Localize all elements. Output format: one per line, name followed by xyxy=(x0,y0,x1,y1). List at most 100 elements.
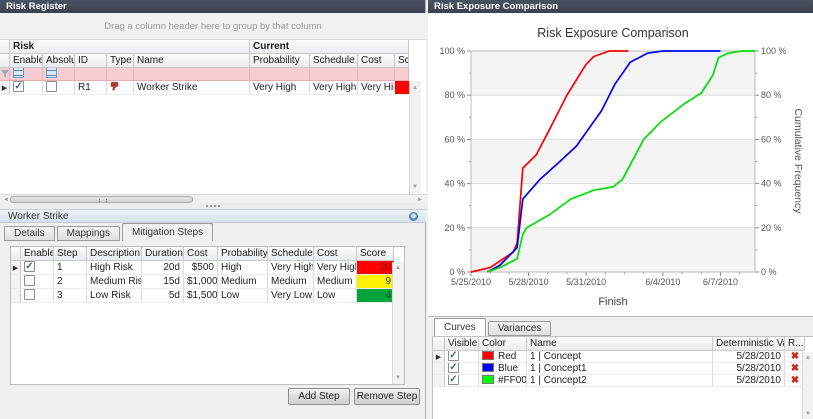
col-header-name[interactable]: Name xyxy=(527,337,713,351)
step-duration-cell[interactable]: 5d xyxy=(142,289,184,303)
col-header-remove[interactable]: R... xyxy=(785,337,805,351)
filter-cell-score[interactable] xyxy=(395,68,409,81)
scroll-up-arrow[interactable]: ▲ xyxy=(393,264,403,272)
curve-row-green[interactable]: ✓ #FF00FF00 1 | Concept2 5/28/2010 ✖ xyxy=(433,375,813,387)
filter-cell-id[interactable] xyxy=(75,68,107,81)
step-probability-cell[interactable]: High xyxy=(218,261,268,275)
step-cost-cell[interactable]: $500 xyxy=(184,261,218,275)
col-header-probability[interactable]: Probability xyxy=(250,54,310,68)
delete-icon[interactable]: ✖ xyxy=(788,375,802,386)
color-swatch[interactable] xyxy=(482,375,494,384)
step-probability-cell[interactable]: Medium xyxy=(218,275,268,289)
risk-table-vscrollbar[interactable]: ▲ ▼ xyxy=(409,81,421,194)
step-number-cell[interactable]: 1 xyxy=(54,261,87,275)
curve-value-cell[interactable]: 5/28/2010 xyxy=(713,363,785,375)
visible-checkbox[interactable]: ✓ xyxy=(448,363,459,373)
enabled-checkbox[interactable]: ✓ xyxy=(24,261,35,272)
visible-checkbox[interactable]: ✓ xyxy=(448,351,459,361)
step-enabled-cell[interactable]: ✓ xyxy=(21,261,54,275)
step-cost-cell[interactable]: $1,000 xyxy=(184,275,218,289)
remove-step-button[interactable]: Remove Step xyxy=(354,388,420,405)
filter-cell-absolute[interactable] xyxy=(43,68,75,81)
col-header-cost2[interactable]: Cost xyxy=(314,247,357,261)
col-header-score[interactable]: Score xyxy=(357,247,394,261)
col-header-color[interactable]: Color xyxy=(479,337,527,351)
curves-table-vscrollbar[interactable]: ▲ ▼ xyxy=(802,352,813,419)
risk-type-cell[interactable] xyxy=(107,81,134,95)
curve-name-cell[interactable]: 1 | Concept2 xyxy=(527,375,713,387)
risk-probability-cell[interactable]: Very High xyxy=(250,81,310,95)
absolute-checkbox[interactable] xyxy=(46,81,57,92)
step-description-cell[interactable]: High Risk xyxy=(87,261,142,275)
enabled-checkbox[interactable] xyxy=(24,289,35,300)
visible-checkbox[interactable]: ✓ xyxy=(448,375,459,385)
risk-name-cell[interactable]: Worker Strike xyxy=(134,81,250,95)
step-score-cell[interactable]: 9 xyxy=(357,275,394,289)
step-score-cell[interactable]: 4 xyxy=(357,289,394,303)
scroll-up-arrow[interactable]: ▲ xyxy=(803,354,813,362)
curve-value-cell[interactable]: 5/28/2010 xyxy=(713,351,785,363)
step-schedule-cell[interactable]: Very High xyxy=(268,261,314,275)
step-row-2[interactable]: 2 Medium Risk 15d $1,000 Medium Medium M… xyxy=(11,275,404,289)
col-header-deterministic-value[interactable]: Deterministic Value xyxy=(713,337,785,351)
curve-name-cell[interactable]: 1 | Concept1 xyxy=(527,363,713,375)
risk-absolute-cell[interactable] xyxy=(43,81,75,95)
filter-cell-type[interactable] xyxy=(107,68,134,81)
curve-row-blue[interactable]: ✓ Blue 1 | Concept1 5/28/2010 ✖ xyxy=(433,363,813,375)
col-header-name[interactable]: Name xyxy=(134,54,250,68)
step-schedule-cell[interactable]: Very Low xyxy=(268,289,314,303)
col-header-step[interactable]: Step xyxy=(54,247,87,261)
color-swatch[interactable] xyxy=(482,351,494,360)
step-number-cell[interactable]: 3 xyxy=(54,289,87,303)
enabled-checkbox[interactable]: ✓ xyxy=(13,81,24,92)
col-header-enabled[interactable]: Enabled xyxy=(10,54,43,68)
step-schedule-cell[interactable]: Medium xyxy=(268,275,314,289)
step-cost2-cell[interactable]: Low xyxy=(314,289,357,303)
tab-mappings[interactable]: Mappings xyxy=(57,226,120,241)
risk-score-cell[interactable] xyxy=(395,81,409,95)
risk-id-cell[interactable]: R1 xyxy=(75,81,107,95)
col-header-id[interactable]: ID xyxy=(75,54,107,68)
scroll-down-arrow[interactable]: ▼ xyxy=(393,374,403,382)
curve-visible-cell[interactable]: ✓ xyxy=(445,363,479,375)
tab-mitigation-steps[interactable]: Mitigation Steps xyxy=(122,223,213,241)
add-step-button[interactable]: Add Step xyxy=(288,388,350,405)
step-enabled-cell[interactable] xyxy=(21,275,54,289)
step-cost-cell[interactable]: $1,500 xyxy=(184,289,218,303)
step-duration-cell[interactable]: 15d xyxy=(142,275,184,289)
risk-enabled-cell[interactable]: ✓ xyxy=(10,81,43,95)
filter-cell-schedule[interactable] xyxy=(310,68,358,81)
step-probability-cell[interactable]: Low xyxy=(218,289,268,303)
step-description-cell[interactable]: Low Risk xyxy=(87,289,142,303)
tab-variances[interactable]: Variances xyxy=(488,321,552,336)
col-header-score[interactable]: Sc xyxy=(395,54,409,68)
filter-checkbox-icon[interactable] xyxy=(13,68,24,78)
collapse-circle-icon[interactable] xyxy=(409,212,418,221)
tab-details[interactable]: Details xyxy=(4,226,55,241)
filter-cell-name[interactable] xyxy=(134,68,250,81)
col-header-duration[interactable]: Duration xyxy=(142,247,184,261)
scroll-down-arrow[interactable]: ▼ xyxy=(803,410,813,418)
step-cost2-cell[interactable]: Very High xyxy=(314,261,357,275)
risk-cost-cell[interactable]: Very High xyxy=(358,81,395,95)
hscroll-thumb[interactable] xyxy=(10,196,193,203)
col-header-visible[interactable]: Visible xyxy=(445,337,479,351)
curve-color-cell[interactable]: Red xyxy=(479,351,527,363)
step-duration-cell[interactable]: 20d xyxy=(142,261,184,275)
group-header-risk[interactable]: Risk xyxy=(10,40,250,54)
filter-cell-probability[interactable] xyxy=(250,68,310,81)
col-header-type[interactable]: Type xyxy=(107,54,134,68)
tab-curves[interactable]: Curves xyxy=(434,318,486,336)
col-header-probability[interactable]: Probability xyxy=(218,247,268,261)
col-header-enabled[interactable]: Enabled xyxy=(21,247,54,261)
step-row-3[interactable]: 3 Low Risk 5d $1,500 Low Very Low Low 4 xyxy=(11,289,404,303)
step-description-cell[interactable]: Medium Risk xyxy=(87,275,142,289)
scroll-down-arrow[interactable]: ▼ xyxy=(410,183,420,191)
curve-color-cell[interactable]: #FF00FF00 xyxy=(479,375,527,387)
col-header-cost[interactable]: Cost xyxy=(358,54,395,68)
step-score-cell[interactable]: 20 xyxy=(357,261,394,275)
filter-cell-cost[interactable] xyxy=(358,68,395,81)
filter-checkbox-icon[interactable] xyxy=(46,68,57,78)
risk-table-hscrollbar[interactable]: ◄ ► xyxy=(0,194,426,203)
curve-visible-cell[interactable]: ✓ xyxy=(445,351,479,363)
